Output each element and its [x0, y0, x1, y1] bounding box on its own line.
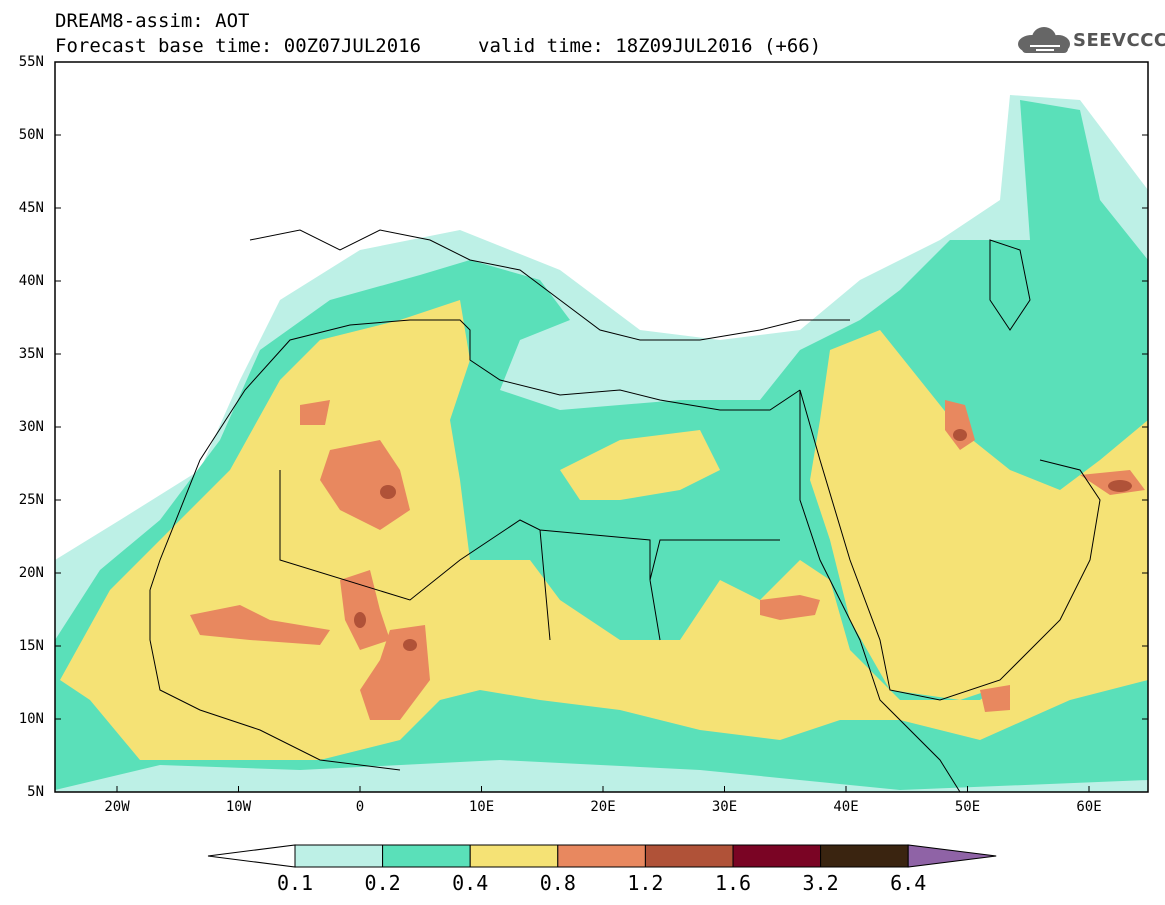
lat-label: 40N: [18, 273, 44, 289]
colorbar-cell: [469, 844, 559, 868]
lat-label: 30N: [18, 419, 44, 435]
logo-text: SEEVCCC: [1073, 30, 1165, 51]
coastline-europe: [249, 229, 850, 341]
coastline-north-africa: [149, 319, 801, 591]
lat-label: 5N: [27, 784, 44, 800]
colorbar-level-label: 1.6: [714, 871, 752, 895]
colorbar-cell: [294, 844, 384, 868]
colorbar-cell: [382, 844, 471, 868]
colorbar-cell: [644, 844, 734, 868]
coastline-west-africa: [149, 590, 401, 771]
lon-label: 20W: [104, 799, 130, 815]
aot-region-0-8-d: [190, 605, 330, 645]
colorbar-level-label: 0.4: [452, 871, 489, 895]
valid-time: valid time: 18Z09JUL2016 (+66): [478, 35, 822, 57]
map-title: DREAM8-assim: AOT: [55, 10, 250, 32]
colorbar-level-label: 1.2: [627, 871, 664, 895]
colorbar-cell: [820, 844, 909, 868]
aot-region-0-8-h: [980, 685, 1010, 712]
aot-region-0-8-f: [945, 400, 975, 450]
aot-region-0-4-arabia: [810, 330, 1148, 700]
aot-spot-1-2-b: [354, 612, 366, 628]
aot-spot-1-2-d: [1108, 480, 1132, 492]
lon-label: 40E: [833, 799, 859, 815]
colorbar-cell: [732, 844, 822, 868]
lon-label: 20E: [590, 799, 616, 815]
aot-spot-1-2-e: [953, 429, 967, 441]
aot-region-0-4-sahara: [60, 300, 1148, 760]
lat-label: 45N: [18, 200, 44, 216]
lat-label: 55N: [18, 54, 44, 70]
colorbar-under-triangle: [207, 844, 296, 868]
lat-label: 50N: [18, 127, 44, 143]
coastline-caspian: [989, 239, 1031, 331]
lat-label: 20N: [18, 565, 44, 581]
colorbar-over-triangle: [907, 844, 997, 868]
lon-label: 10E: [468, 799, 495, 815]
lat-label: 35N: [18, 346, 44, 362]
colorbar-level-label: 3.2: [802, 871, 839, 895]
coastline-east-africa: [799, 390, 961, 792]
lon-label: 30E: [711, 799, 738, 815]
lat-label: 15N: [18, 638, 44, 654]
colorbar-cell: [557, 844, 646, 868]
colorbar-level-label: 0.1: [276, 871, 314, 895]
lat-label: 10N: [18, 711, 44, 727]
lon-label: 50E: [954, 799, 981, 815]
colorbar-level-label: 6.4: [890, 871, 927, 895]
aot-region-0-8-b: [340, 570, 390, 650]
aot-spot-1-2-a: [380, 485, 396, 499]
cloud-icon: [1018, 27, 1070, 53]
aot-region-0-4-central: [560, 430, 720, 500]
lon-label: 60E: [1076, 799, 1102, 815]
aot-region-0-8-e: [760, 595, 820, 620]
lat-label: 25N: [18, 492, 44, 508]
border-lines: [279, 470, 780, 641]
forecast-base-time: Forecast base time: 00Z07JUL2016: [55, 35, 422, 57]
colorbar-level-label: 0.8: [539, 871, 576, 895]
aot-region-0-8-a: [320, 440, 410, 530]
aot-spot-1-2-c: [403, 639, 417, 651]
lon-label: 10W: [225, 799, 252, 815]
colorbar-level-label: 0.2: [364, 871, 401, 895]
lon-label: 0: [355, 799, 365, 815]
aot-region-0-8-i: [300, 400, 330, 425]
coastline-arabia: [799, 389, 1101, 701]
